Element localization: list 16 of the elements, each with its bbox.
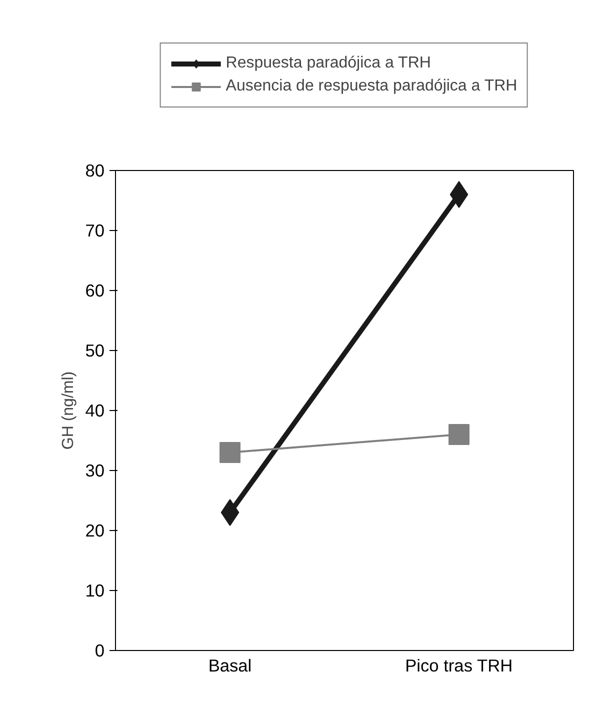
y-tick-label: 30 bbox=[85, 460, 105, 480]
legend-label: Ausencia de respuesta paradójica a TRH bbox=[226, 78, 518, 96]
y-tick-label: 40 bbox=[85, 400, 105, 420]
y-axis-title: GH (ng/ml) bbox=[60, 371, 78, 450]
y-tick-label: 0 bbox=[94, 640, 105, 660]
point bbox=[220, 442, 240, 463]
y-tick-label: 50 bbox=[85, 340, 105, 360]
x-tick-label: Basal bbox=[208, 656, 252, 676]
point bbox=[448, 424, 470, 445]
y-tick-label: 10 bbox=[85, 580, 105, 600]
y-tick-label: 60 bbox=[85, 280, 105, 300]
y-tick-label: 70 bbox=[85, 220, 105, 240]
legend-label: Respuesta paradójica a TRH bbox=[226, 54, 431, 72]
x-tick-label: Pico tras TRH bbox=[405, 656, 513, 676]
y-tick-label: 20 bbox=[85, 520, 105, 540]
y-tick-label: 80 bbox=[85, 160, 105, 180]
